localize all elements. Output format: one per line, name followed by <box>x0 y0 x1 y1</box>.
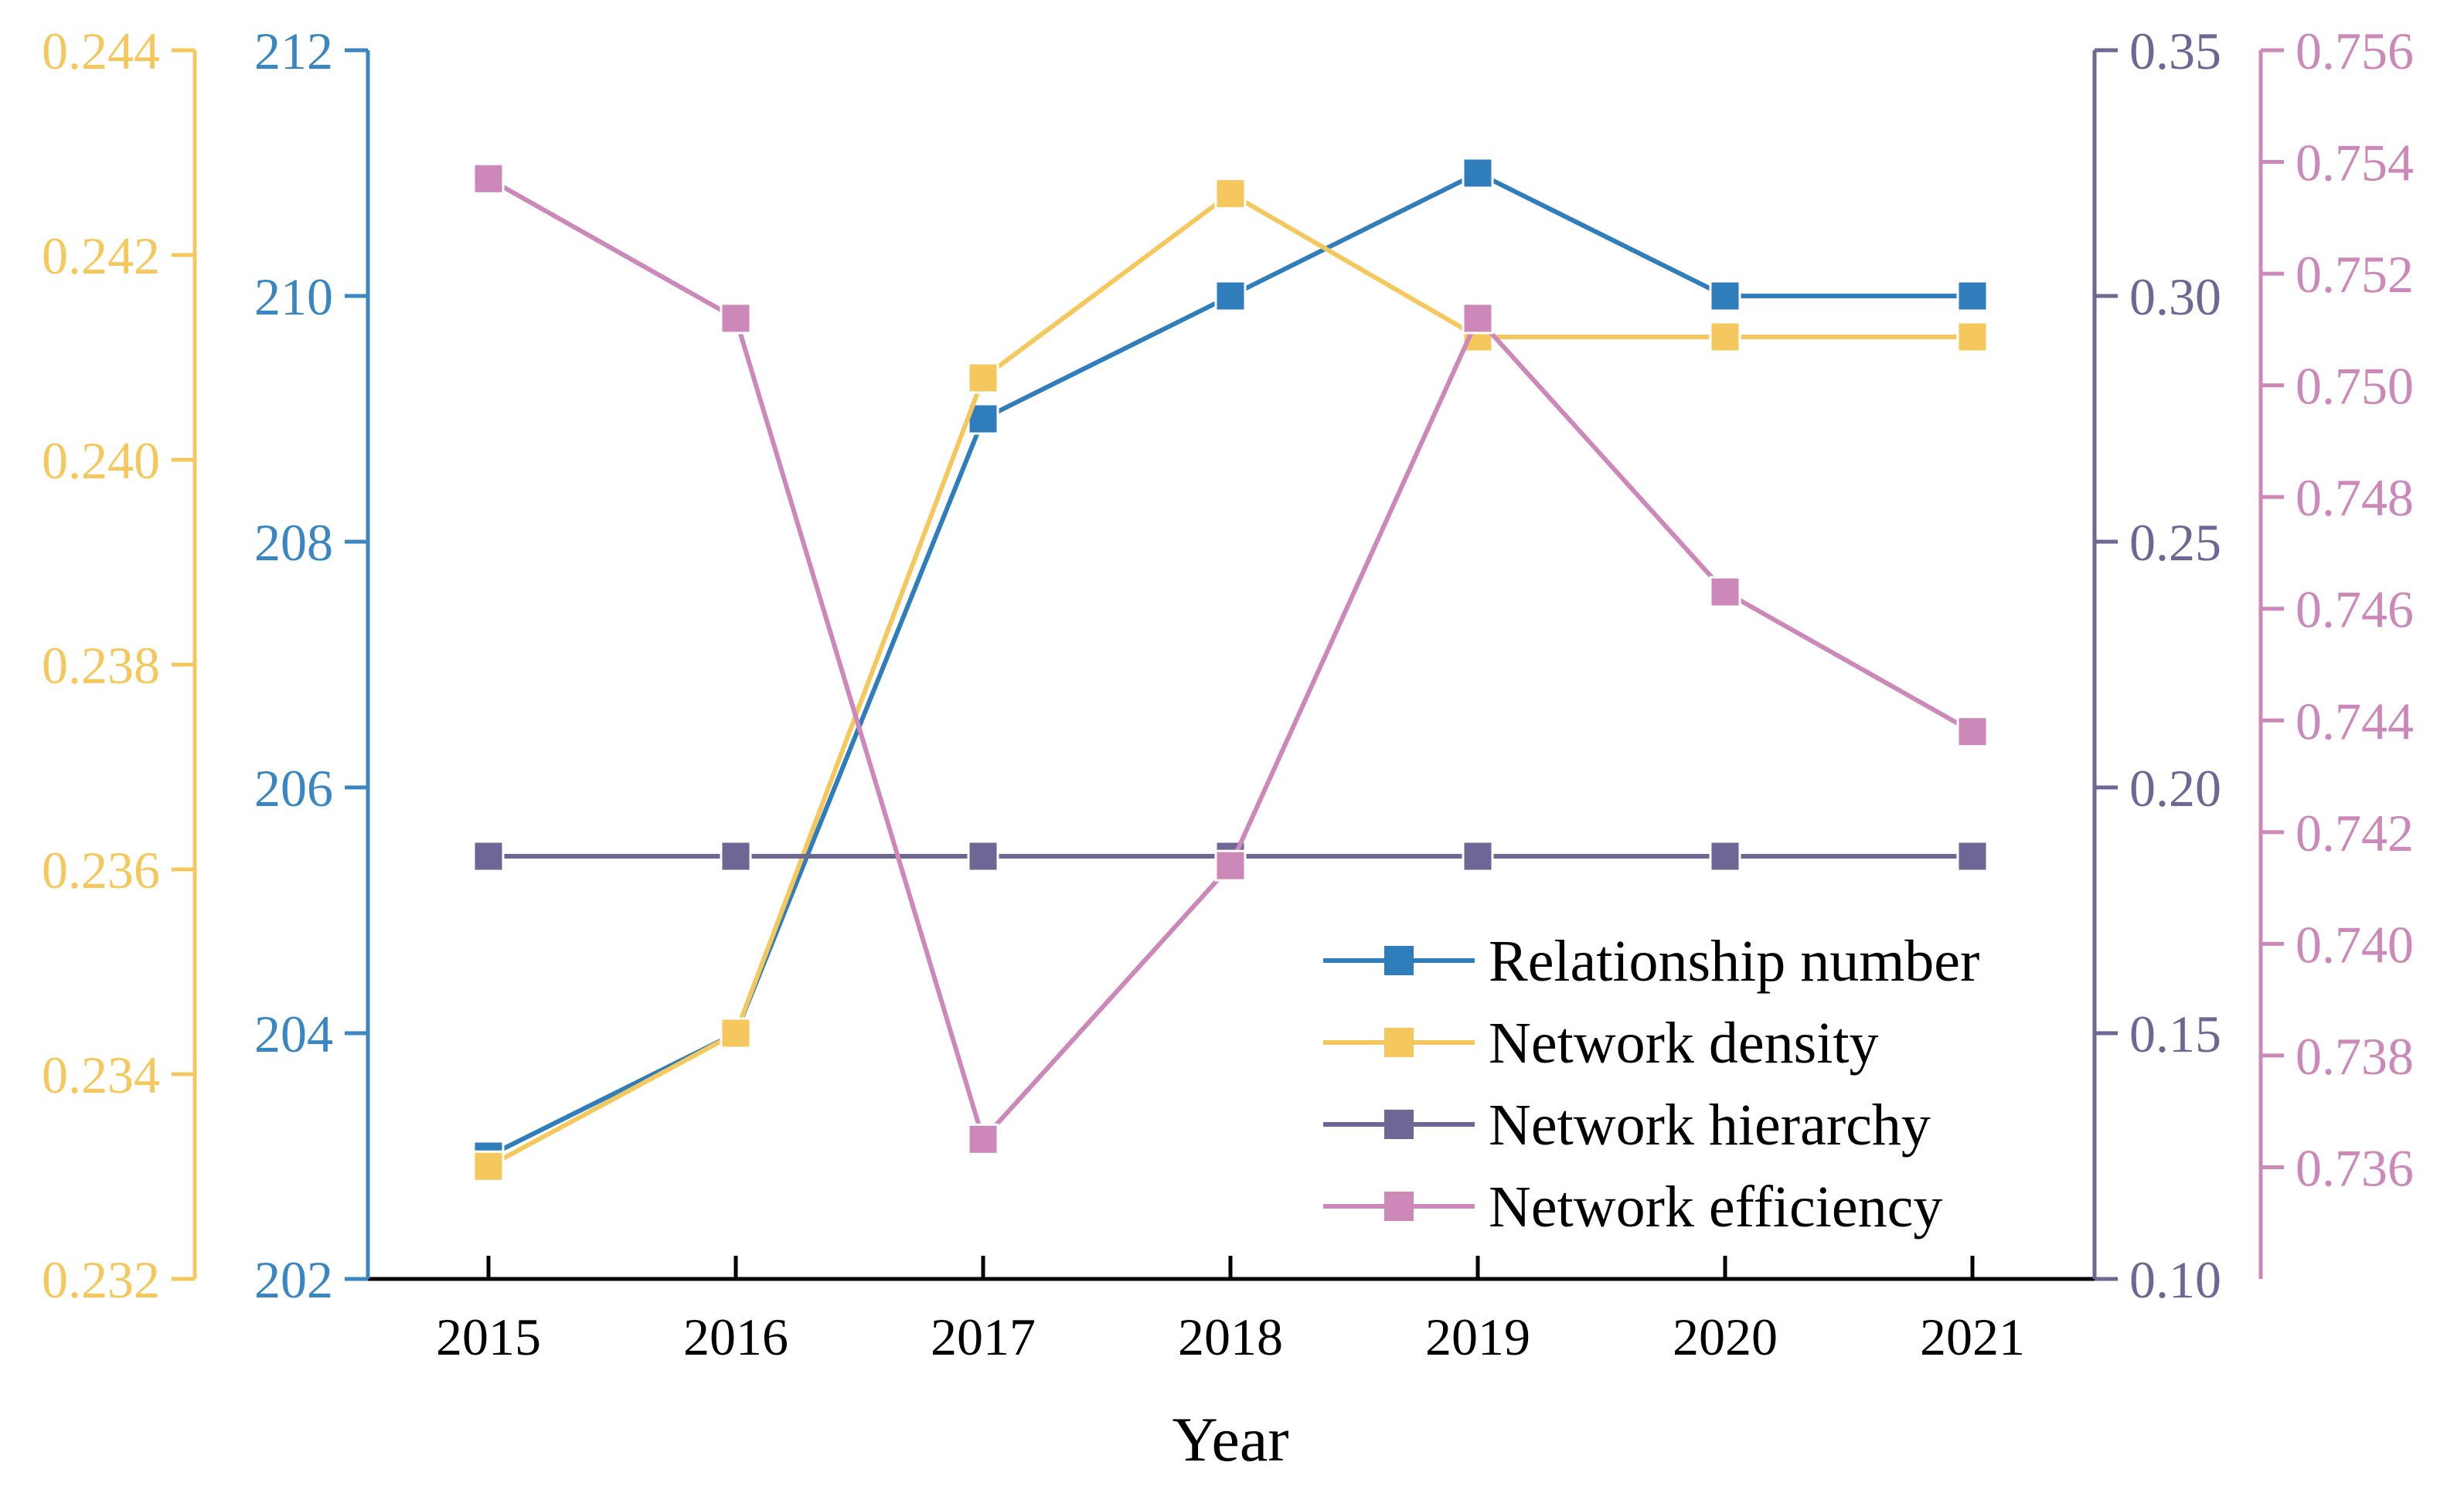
data-point-density <box>720 1017 752 1049</box>
y-tick-label-hierarchy: 0.10 <box>2129 1250 2221 1309</box>
data-point-efficiency <box>1214 849 1247 882</box>
x-tick-label: 2017 <box>931 1308 1036 1366</box>
y-tick-label-efficiency: 0.756 <box>2296 22 2414 80</box>
legend-marker <box>1384 1110 1414 1139</box>
legend-label: Relationship number <box>1489 929 1979 994</box>
x-tick-label: 2021 <box>1920 1308 2025 1366</box>
data-point-hierarchy <box>1462 840 1494 872</box>
data-point-number <box>1462 157 1494 189</box>
data-point-number <box>1214 280 1247 312</box>
y-tick-label-density: 0.234 <box>42 1046 160 1104</box>
y-tick-label-density: 0.240 <box>42 431 160 490</box>
x-tick-label: 2019 <box>1425 1308 1530 1366</box>
y-tick-label-efficiency: 0.742 <box>2296 804 2414 862</box>
y-tick-label-efficiency: 0.750 <box>2296 357 2414 416</box>
y-tick-label-number: 202 <box>254 1250 333 1309</box>
y-tick-label-hierarchy: 0.25 <box>2129 513 2221 572</box>
x-tick-label: 2015 <box>436 1308 541 1366</box>
y-tick-label-density: 0.244 <box>42 22 160 80</box>
y-tick-label-density: 0.242 <box>42 226 160 285</box>
data-point-hierarchy <box>1709 840 1741 872</box>
data-point-efficiency <box>720 302 752 335</box>
series-line-efficiency <box>487 176 1974 1144</box>
data-point-density <box>1709 321 1741 353</box>
legend-marker <box>1384 1028 1414 1057</box>
y-tick-label-efficiency: 0.746 <box>2296 580 2414 639</box>
y-tick-label-efficiency: 0.738 <box>2296 1027 2414 1086</box>
data-point-hierarchy <box>967 840 999 872</box>
data-point-efficiency <box>1956 716 1989 748</box>
data-point-hierarchy <box>472 840 505 872</box>
data-point-efficiency <box>967 1123 999 1155</box>
y-tick-label-hierarchy: 0.15 <box>2129 1005 2221 1063</box>
legend-marker <box>1384 946 1414 975</box>
data-point-density <box>1214 178 1247 209</box>
data-point-hierarchy <box>1956 840 1989 872</box>
y-tick-label-number: 212 <box>254 22 333 80</box>
y-tick-label-number: 210 <box>254 267 333 326</box>
data-point-efficiency <box>472 162 505 195</box>
y-tick-label-efficiency: 0.748 <box>2296 468 2414 527</box>
data-point-efficiency <box>1709 576 1741 608</box>
data-point-number <box>1956 280 1989 312</box>
x-tick-label: 2018 <box>1178 1308 1283 1366</box>
y-tick-label-efficiency: 0.752 <box>2296 245 2414 304</box>
y-tick-label-number: 204 <box>254 1005 333 1063</box>
y-tick-label-number: 206 <box>254 759 333 818</box>
y-tick-label-number: 208 <box>254 513 333 572</box>
series-line-number <box>487 170 1972 1158</box>
y-tick-label-density: 0.232 <box>42 1250 160 1309</box>
y-tick-label-hierarchy: 0.20 <box>2129 759 2221 818</box>
y-tick-label-efficiency: 0.740 <box>2296 915 2414 974</box>
y-tick-label-density: 0.238 <box>42 636 160 695</box>
data-point-hierarchy <box>720 840 752 872</box>
data-point-density <box>472 1150 505 1182</box>
data-point-density <box>967 362 999 394</box>
legend-marker <box>1384 1192 1414 1221</box>
legend-label: Network density <box>1489 1011 1878 1076</box>
legend-label: Network hierarchy <box>1489 1093 1931 1158</box>
y-tick-label-hierarchy: 0.30 <box>2129 267 2221 326</box>
x-tick-label: 2016 <box>683 1308 788 1366</box>
data-point-density <box>1956 321 1989 353</box>
y-tick-label-efficiency: 0.744 <box>2296 692 2414 750</box>
y-tick-label-efficiency: 0.754 <box>2296 134 2414 192</box>
y-tick-label-efficiency: 0.736 <box>2296 1138 2414 1197</box>
y-tick-label-density: 0.236 <box>42 841 160 900</box>
legend-label: Network efficiency <box>1489 1175 1942 1240</box>
data-point-efficiency <box>1462 302 1494 335</box>
data-point-number <box>1709 280 1741 312</box>
x-tick-label: 2020 <box>1673 1308 1778 1366</box>
x-axis-title: Year <box>1172 1404 1288 1474</box>
y-tick-label-hierarchy: 0.35 <box>2129 22 2221 80</box>
